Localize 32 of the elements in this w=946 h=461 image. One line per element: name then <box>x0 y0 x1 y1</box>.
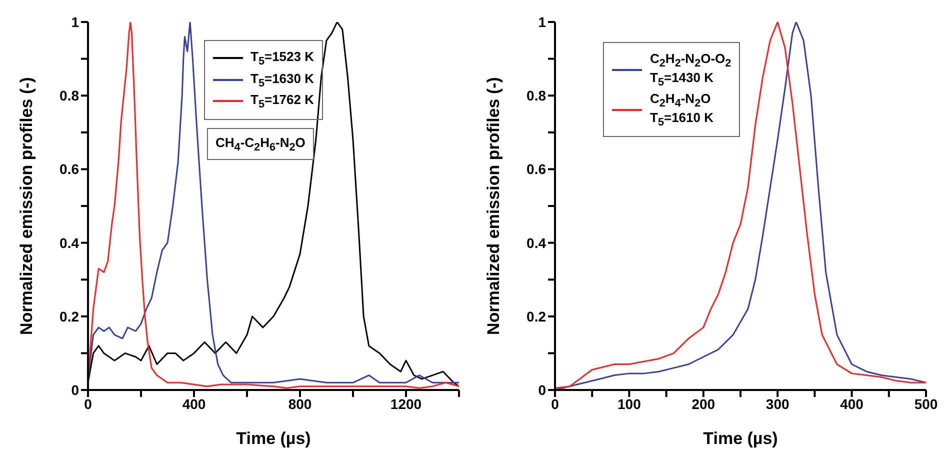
y-axis-title: Normalized emission profiles (-) <box>484 77 504 335</box>
y-tick-label: 0.6 <box>526 161 546 178</box>
legend-label: T$_{5}$=1762 K <box>250 92 314 111</box>
y-tick-label: 0.4 <box>60 234 80 251</box>
legend-label: T$_{5}$=1523 K <box>250 49 314 68</box>
x-axis-title: Time (µs) <box>236 429 311 448</box>
y-tick-label: 0 <box>538 382 546 398</box>
x-tick-label: 200 <box>692 396 716 412</box>
y-tick-label: 0.8 <box>526 88 546 104</box>
x-tick-label: 0 <box>84 396 92 412</box>
y-tick-label: 0.4 <box>526 234 546 251</box>
text: C$_{2}$H$_{2}$-N$_{2}$O-O$_{2}$ T$_{5}$=1430 K <box>650 51 732 88</box>
y-tick-label: 0.2 <box>526 308 546 324</box>
x-tick-label: 300 <box>766 396 790 412</box>
text: C$_{2}$H$_{4}$-N$_{2}$O T$_{5}$=1610 K <box>650 91 714 128</box>
x-tick-label: 1200 <box>390 396 422 412</box>
y-tick-label: 1 <box>538 14 546 30</box>
x-tick-label: 500 <box>914 396 938 412</box>
y-axis-title: Normalized emission profiles (-) <box>17 77 36 335</box>
y-tick-label: 0 <box>71 382 80 398</box>
legend-label: T$_{5}$=1630 K <box>250 70 314 90</box>
x-tick-label: 100 <box>618 396 642 412</box>
x-tick-label: 800 <box>288 396 312 412</box>
y-tick-label: 0.8 <box>60 88 80 104</box>
x-tick-label: 400 <box>182 396 206 412</box>
y-tick-label: 1 <box>71 14 80 30</box>
x-tick-label: 400 <box>840 396 864 412</box>
y-tick-label: 0.2 <box>60 308 80 324</box>
y-tick-label: 0.6 <box>60 161 80 178</box>
text: CH$_{4}$-C$_{2}$H$_{6}$-N$_{2}$O <box>216 134 306 154</box>
x-tick-label: 0 <box>551 396 560 412</box>
x-axis-title: Time (µs) <box>703 429 778 448</box>
